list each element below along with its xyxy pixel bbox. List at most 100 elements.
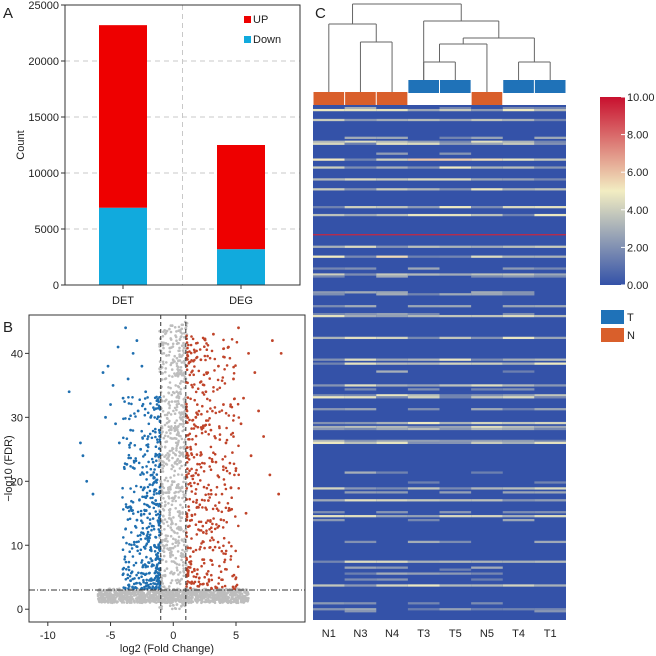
volcano-point-up bbox=[196, 473, 200, 477]
volcano-point-up bbox=[231, 585, 235, 589]
volcano-point-up bbox=[232, 435, 235, 438]
volcano-point-ns bbox=[170, 519, 173, 522]
volcano-point-up bbox=[209, 428, 213, 432]
volcano-point-down bbox=[101, 371, 105, 374]
volcano-point-up bbox=[193, 398, 196, 402]
volcano-point-up bbox=[244, 511, 248, 515]
volcano-point-ns bbox=[167, 411, 170, 415]
heatmap-cell bbox=[471, 427, 503, 431]
volcano-point-down bbox=[121, 396, 125, 400]
group-cell-n bbox=[345, 92, 376, 105]
volcano-point-ns bbox=[183, 537, 186, 541]
bar-y-tick-label: 15000 bbox=[28, 112, 59, 124]
volcano-point-ns bbox=[176, 457, 180, 461]
heatmap-cell bbox=[376, 566, 408, 569]
volcano-point-ns bbox=[168, 604, 172, 607]
panel-letter-a: A bbox=[3, 5, 13, 22]
heatmap-cell bbox=[439, 178, 472, 181]
volcano-point-up bbox=[194, 492, 197, 496]
volcano-point-up bbox=[213, 357, 217, 361]
heatmap-cell bbox=[471, 291, 503, 294]
heatmap-cell bbox=[439, 245, 472, 248]
volcano-point-up bbox=[208, 496, 211, 499]
volcano-point-up bbox=[185, 475, 189, 479]
volcano-point-ns bbox=[173, 545, 177, 548]
volcano-point-down bbox=[153, 571, 157, 575]
volcano-point-ns bbox=[176, 399, 180, 403]
heatmap-cell bbox=[344, 305, 377, 308]
volcano-point-down bbox=[136, 409, 140, 413]
volcano-point-up bbox=[222, 403, 225, 406]
volcano-point-up bbox=[277, 492, 281, 496]
volcano-point-ns bbox=[164, 367, 168, 370]
volcano-point-ns bbox=[162, 554, 166, 558]
volcano-point-ns bbox=[175, 408, 178, 412]
volcano-point-up bbox=[224, 506, 228, 510]
volcano-point-ns bbox=[181, 548, 184, 552]
volcano-point-down bbox=[141, 436, 144, 439]
volcano-point-ns bbox=[141, 595, 145, 598]
volcano-point-ns bbox=[183, 494, 187, 498]
volcano-point-ns bbox=[161, 507, 165, 511]
volcano-point-up bbox=[192, 373, 195, 377]
heatmap-cell bbox=[407, 305, 440, 308]
heatmap-cell bbox=[471, 178, 503, 181]
volcano-point-up bbox=[204, 423, 208, 427]
volcano-point-up bbox=[234, 469, 238, 473]
volcano-point-ns bbox=[175, 562, 179, 566]
volcano-point-ns bbox=[204, 598, 208, 602]
volcano-point-ns bbox=[181, 601, 184, 604]
heatmap-cell bbox=[344, 610, 377, 613]
volcano-point-ns bbox=[160, 445, 163, 449]
volcano-point-up bbox=[185, 368, 189, 372]
heatmap-cell bbox=[344, 487, 377, 490]
volcano-point-up bbox=[209, 558, 212, 562]
volcano-point-up bbox=[230, 338, 234, 341]
volcano-point-up bbox=[216, 378, 220, 382]
heatmap-cell bbox=[439, 394, 472, 397]
volcano-point-up bbox=[237, 524, 240, 528]
heatmap-cell bbox=[376, 421, 408, 425]
volcano-point-ns bbox=[175, 595, 179, 598]
heatmap-cell bbox=[534, 610, 566, 613]
volcano-point-ns bbox=[163, 574, 167, 578]
volcano-point-down bbox=[129, 456, 132, 460]
volcano-point-down bbox=[151, 473, 154, 477]
volcano-point-ns bbox=[180, 379, 183, 383]
volcano-point-ns bbox=[167, 353, 171, 357]
volcano-point-up bbox=[208, 423, 211, 427]
volcano-point-ns bbox=[174, 607, 178, 610]
volcano-point-down bbox=[139, 514, 143, 517]
heatmap-cell bbox=[407, 108, 440, 112]
heatmap-cell bbox=[471, 275, 503, 278]
heatmap-cell bbox=[439, 314, 472, 318]
volcano-point-ns bbox=[174, 538, 177, 541]
volcano-point-ns bbox=[182, 372, 186, 375]
volcano-point-ns bbox=[125, 589, 128, 593]
volcano-point-up bbox=[205, 572, 209, 575]
volcano-point-up bbox=[211, 548, 215, 552]
volcano-point-ns bbox=[230, 596, 234, 599]
heatmap-cell bbox=[471, 293, 503, 296]
heatmap-cell bbox=[376, 142, 408, 145]
volcano-point-up bbox=[224, 552, 227, 556]
heatmap-cell bbox=[376, 140, 408, 143]
volcano-point-up bbox=[216, 540, 220, 544]
volcano-point-up bbox=[192, 500, 195, 504]
volcano-point-up bbox=[188, 350, 191, 353]
volcano-point-up bbox=[200, 564, 203, 568]
heatmap-cell bbox=[313, 396, 345, 399]
volcano-point-ns bbox=[181, 354, 184, 357]
volcano-point-up bbox=[186, 461, 189, 464]
volcano-point-ns bbox=[145, 593, 149, 597]
volcano-point-ns bbox=[161, 514, 165, 518]
heatmap-cell bbox=[534, 142, 566, 145]
volcano-point-down bbox=[109, 403, 112, 406]
heatmap-cell bbox=[534, 499, 566, 502]
heatmap-cell bbox=[471, 213, 503, 217]
volcano-point-down bbox=[139, 537, 143, 541]
volcano-point-ns bbox=[182, 346, 186, 350]
heatmap-cell bbox=[376, 439, 408, 443]
volcano-point-ns bbox=[171, 375, 174, 378]
heatmap-cell bbox=[313, 515, 345, 518]
